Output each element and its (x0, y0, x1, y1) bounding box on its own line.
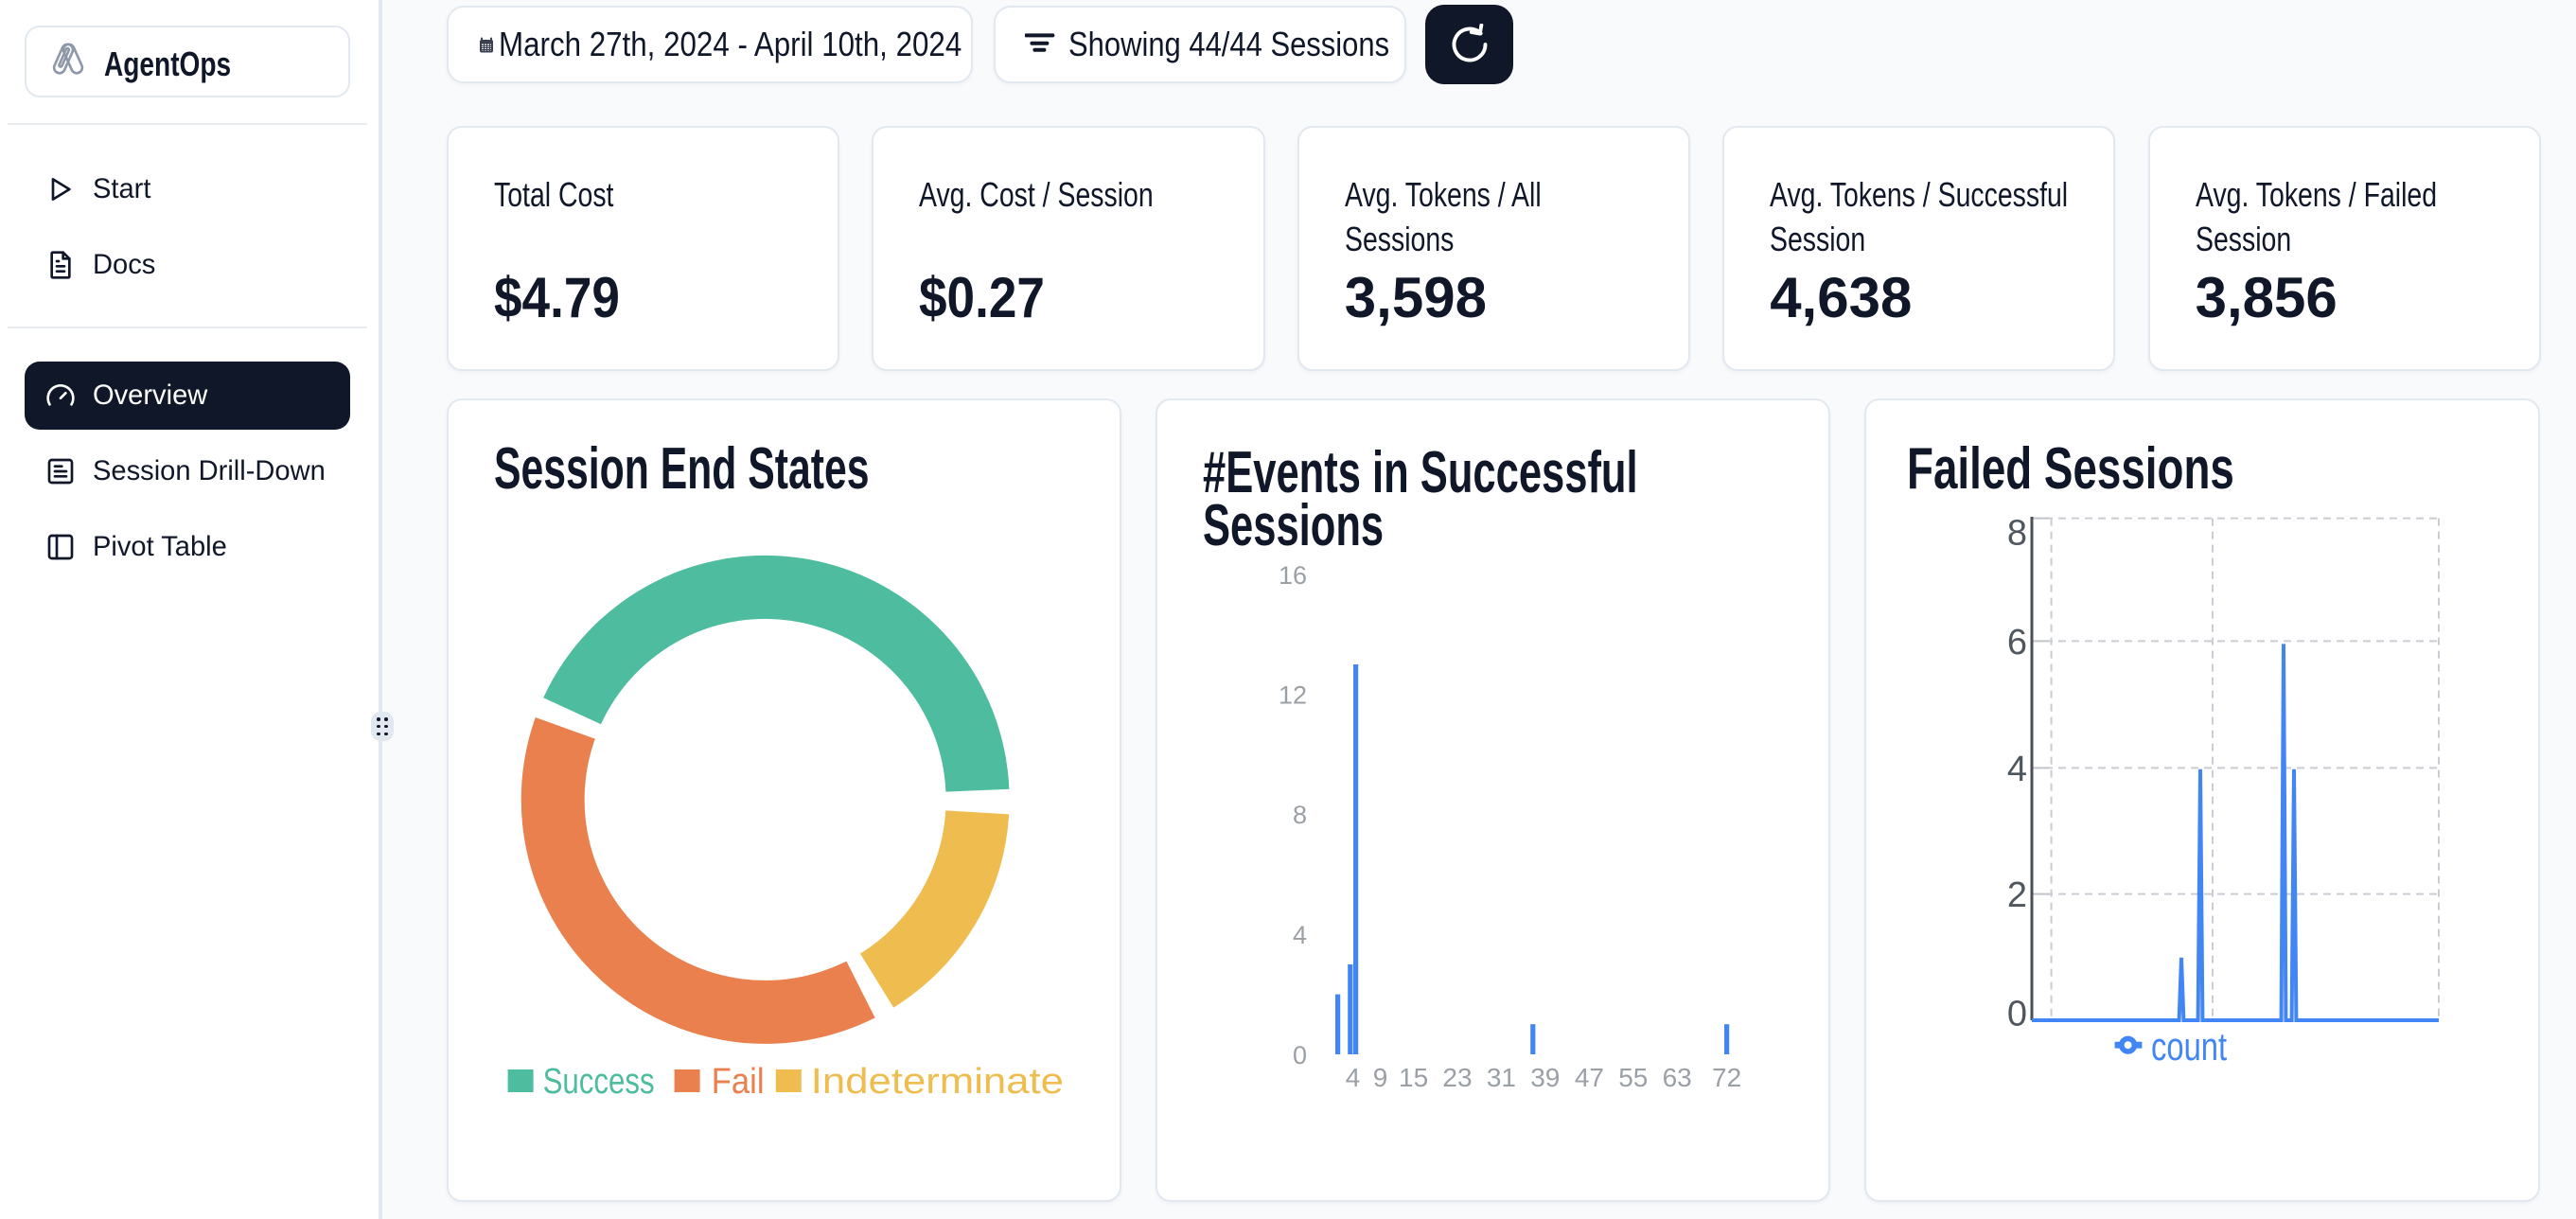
svg-text:Success: Success (543, 1062, 655, 1102)
svg-text:72: 72 (1712, 1063, 1741, 1092)
svg-text:15: 15 (1399, 1063, 1428, 1092)
svg-text:count: count (2151, 1024, 2228, 1069)
svg-text:0: 0 (2007, 995, 2027, 1034)
svg-text:9: 9 (1373, 1063, 1388, 1092)
svg-text:23: 23 (1443, 1063, 1473, 1092)
svg-text:4: 4 (1293, 921, 1307, 949)
svg-text:Fail: Fail (712, 1060, 765, 1101)
svg-text:4: 4 (1346, 1063, 1361, 1092)
svg-text:55: 55 (1618, 1063, 1648, 1092)
svg-text:4: 4 (2007, 750, 2027, 789)
svg-text:8: 8 (1293, 801, 1307, 829)
svg-text:6: 6 (2007, 623, 2027, 662)
svg-text:0: 0 (1293, 1041, 1307, 1069)
svg-text:2: 2 (2007, 875, 2027, 915)
svg-text:16: 16 (1279, 561, 1307, 590)
svg-text:47: 47 (1575, 1063, 1604, 1092)
svg-text:12: 12 (1279, 680, 1307, 709)
svg-text:63: 63 (1663, 1063, 1692, 1092)
svg-text:31: 31 (1487, 1063, 1516, 1092)
svg-text:39: 39 (1530, 1063, 1560, 1092)
svg-text:Indeterminate: Indeterminate (811, 1061, 1064, 1102)
svg-text:8: 8 (2007, 514, 2027, 554)
